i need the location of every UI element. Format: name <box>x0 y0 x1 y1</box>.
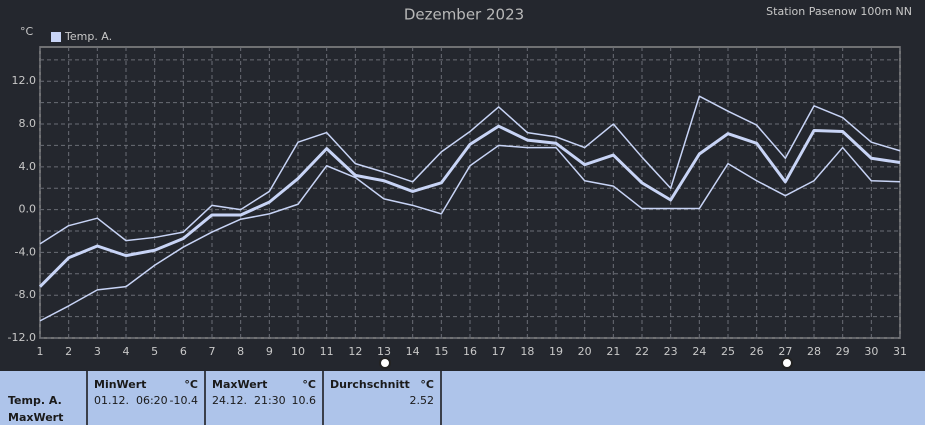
x-tick-label: 30 <box>864 345 878 358</box>
y-tick-label: -4.0 <box>15 245 36 258</box>
x-tick-label: 4 <box>123 345 130 358</box>
x-tick-label: 18 <box>520 345 534 358</box>
series-line <box>39 95 901 245</box>
x-tick-label: 26 <box>750 345 764 358</box>
x-tick-label: 29 <box>836 345 850 358</box>
x-tick-label: 11 <box>320 345 334 358</box>
y-unit: °C <box>20 25 34 38</box>
x-tick-label: 16 <box>463 345 477 358</box>
time: 01.12. 06:20 <box>94 394 168 407</box>
event-marker <box>781 357 793 369</box>
header: MaxWert <box>212 378 268 391</box>
y-tick-label: -8.0 <box>15 288 36 301</box>
x-tick-label: 23 <box>664 345 678 358</box>
time: 24.12. 21:30 <box>212 394 286 407</box>
value: 2.52 <box>409 394 435 407</box>
chart-title: Dezember 2023 <box>404 6 524 24</box>
legend-swatch <box>51 32 61 42</box>
x-tick-label: 27 <box>778 345 792 358</box>
y-tick-label: 8.0 <box>19 117 37 130</box>
x-tick-label: 20 <box>578 345 592 358</box>
unit: °C <box>420 378 434 391</box>
x-tick-label: 9 <box>266 345 273 358</box>
event-marker <box>379 357 391 369</box>
max-cell: MaxWert °C 24.12. 21:30 10.6 <box>206 371 324 425</box>
x-tick-label: 24 <box>692 345 706 358</box>
row-label: Temp. A. <box>8 394 62 407</box>
x-tick-label: 25 <box>721 345 735 358</box>
x-tick-label: 21 <box>606 345 620 358</box>
avg-cell: Durchschnitt °C 2.52 <box>324 371 442 425</box>
row-sublabel: MaxWert <box>8 411 64 424</box>
unit: °C <box>302 378 316 391</box>
x-tick-label: 15 <box>434 345 448 358</box>
series-line <box>38 124 901 288</box>
header: MinWert <box>94 378 147 391</box>
x-tick-label: 22 <box>635 345 649 358</box>
y-tick-label: 0.0 <box>19 203 37 216</box>
x-tick-label: 10 <box>291 345 305 358</box>
value: -10.4 <box>169 394 198 407</box>
x-tick-label: 7 <box>209 345 216 358</box>
x-tick-label: 28 <box>807 345 821 358</box>
series-line <box>39 144 901 322</box>
x-tick-label: 6 <box>180 345 187 358</box>
value: 10.6 <box>291 394 317 407</box>
station-label: Station Pasenow 100m NN <box>766 5 912 18</box>
x-tick-label: 3 <box>94 345 101 358</box>
x-tick-label: 17 <box>492 345 506 358</box>
y-tick-label: 4.0 <box>19 160 37 173</box>
x-tick-label: 2 <box>65 345 72 358</box>
unit: °C <box>184 378 198 391</box>
chart: Dezember 2023 Station Pasenow 100m NN °C… <box>8 5 912 369</box>
min-cell: MinWert °C 01.12. 06:20 -10.4 <box>88 371 206 425</box>
header: Durchschnitt <box>330 378 410 391</box>
x-tick-label: 1 <box>37 345 44 358</box>
x-tick-label: 31 <box>893 345 907 358</box>
x-tick-label: 14 <box>406 345 420 358</box>
x-tick-label: 12 <box>348 345 362 358</box>
x-tick-label: 8 <box>237 345 244 358</box>
x-tick-label: 5 <box>151 345 158 358</box>
stats-panel: Temp. A. MaxWert MinWert °C 01.12. 06:20… <box>0 371 925 425</box>
x-tick-label: 13 <box>377 345 391 358</box>
x-tick-label: 19 <box>549 345 563 358</box>
y-tick-label: -12.0 <box>8 331 36 344</box>
legend-label: Temp. A. <box>64 30 112 43</box>
y-tick-label: 12.0 <box>12 74 37 87</box>
row-label-cell: Temp. A. MaxWert <box>0 371 88 425</box>
